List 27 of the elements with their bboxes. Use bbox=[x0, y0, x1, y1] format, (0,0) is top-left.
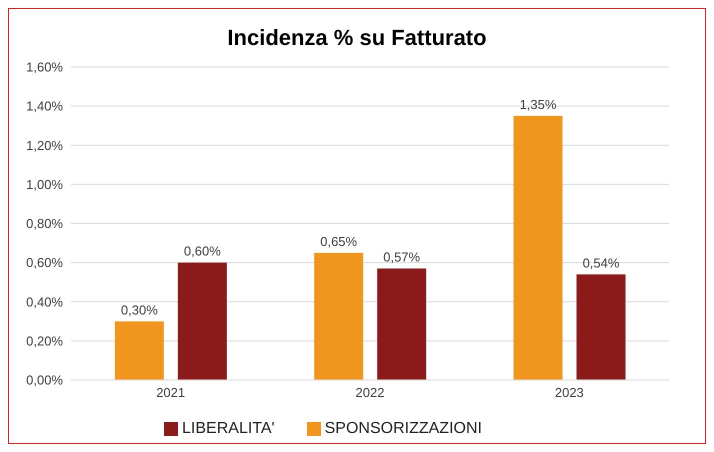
legend-label: SPONSORIZZAZIONI bbox=[324, 420, 482, 437]
y-tick-label: 0,60% bbox=[26, 255, 64, 270]
bar bbox=[114, 321, 164, 380]
data-label: 1,35% bbox=[520, 96, 557, 112]
y-tick-label: 1,40% bbox=[26, 98, 64, 114]
x-tick-label: 2023 bbox=[554, 385, 584, 400]
y-tick-label: 1,60% bbox=[26, 60, 64, 75]
y-tick-label: 1,00% bbox=[26, 176, 64, 192]
bar bbox=[178, 262, 227, 380]
y-tick-label: 0,80% bbox=[26, 216, 64, 232]
x-tick-label: 2021 bbox=[156, 385, 186, 400]
bar bbox=[576, 274, 626, 380]
data-label: 0,60% bbox=[184, 244, 222, 259]
data-label: 0,65% bbox=[320, 234, 358, 249]
y-tick-label: 1,20% bbox=[26, 138, 64, 153]
bar bbox=[377, 268, 426, 380]
bar bbox=[514, 116, 563, 380]
y-tick-label: 0,20% bbox=[26, 333, 64, 348]
chart-title: Incidenza % su Fatturato bbox=[226, 25, 488, 52]
x-tick-label: 2022 bbox=[356, 385, 384, 400]
y-tick-label: 0,40% bbox=[26, 294, 64, 310]
y-tick-label: 0,00% bbox=[26, 372, 64, 388]
legend-label: LIBERALITA' bbox=[182, 420, 275, 437]
data-label: 0,30% bbox=[120, 302, 158, 318]
data-label: 0,57% bbox=[383, 249, 421, 264]
bar bbox=[314, 252, 364, 380]
data-label: 0,54% bbox=[582, 255, 620, 270]
